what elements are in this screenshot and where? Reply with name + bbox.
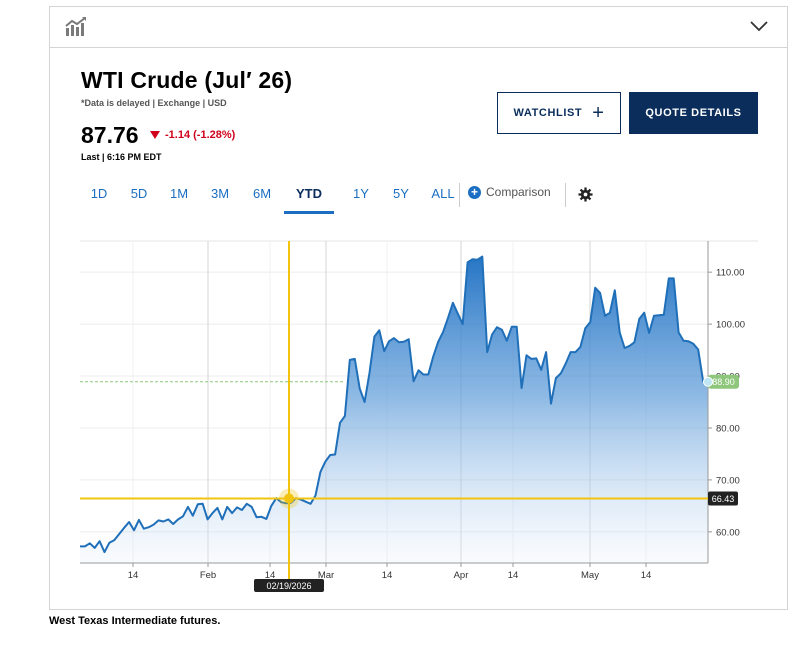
range-tab-ytd[interactable]: YTD <box>284 181 334 214</box>
watchlist-button[interactable]: WATCHLIST + <box>497 92 621 134</box>
crosshair-point <box>284 493 294 504</box>
card-header <box>50 7 787 48</box>
y-tick-label: 100.00 <box>716 320 745 331</box>
x-tick-label: 14 <box>128 570 139 581</box>
gear-icon[interactable] <box>578 187 593 202</box>
price-change: -1.14 (-1.28%) <box>150 129 235 141</box>
chart-area-layer <box>80 255 709 563</box>
range-tab-1m[interactable]: 1M <box>169 186 189 201</box>
chart-trend-icon <box>65 17 86 36</box>
range-tab-5y[interactable]: 5Y <box>393 186 409 201</box>
range-tab-all[interactable]: ALL <box>431 186 455 201</box>
y-tick-label: 80.00 <box>716 423 740 434</box>
chart-overlay: 88.90 66.43 02/19/2026 <box>80 241 739 592</box>
crosshair-value-pointer <box>708 494 712 503</box>
down-arrow-icon <box>150 131 160 139</box>
x-tick-label: 14 <box>382 570 393 581</box>
x-tick-label: 14 <box>265 570 276 581</box>
y-tick-label: 110.00 <box>716 268 744 279</box>
x-tick-label: Feb <box>200 570 216 581</box>
last-value-dot <box>703 376 713 387</box>
range-tab-6m[interactable]: 6M <box>252 186 272 201</box>
crosshair-date-label: 02/19/2026 <box>266 581 311 591</box>
last-value-badge <box>708 374 739 389</box>
plus-icon: + <box>592 102 605 124</box>
crosshair-date-badge <box>254 579 324 592</box>
price-area-fill <box>80 256 708 563</box>
price-line-series <box>80 255 709 554</box>
chevron-down-icon[interactable] <box>749 19 769 33</box>
tab-divider <box>459 183 460 207</box>
tab-divider <box>565 183 566 207</box>
y-tick-label: 70.00 <box>716 475 740 486</box>
quote-details-button[interactable]: QUOTE DETAILS <box>629 92 758 134</box>
last-updated: Last | 6:16 PM EDT <box>81 152 162 162</box>
range-tab-1y[interactable]: 1Y <box>353 186 369 201</box>
price-change-value: -1.14 (-1.28%) <box>165 129 236 141</box>
x-tick-label: 14 <box>508 570 519 581</box>
range-tab-5d[interactable]: 5D <box>130 186 148 201</box>
range-tab-3m[interactable]: 3M <box>210 186 230 201</box>
quote-details-label: QUOTE DETAILS <box>645 107 742 119</box>
last-value-label: 88.90 <box>712 377 735 387</box>
add-circle-icon: + <box>468 185 481 199</box>
instrument-title: WTI Crude (Jul′ 26) <box>81 67 293 93</box>
x-tick-label: Apr <box>454 570 469 581</box>
range-tab-1d[interactable]: 1D <box>90 186 108 201</box>
comparison-label: Comparison <box>486 185 551 199</box>
chart-axes: 110.00100.0090.0080.0070.0060.0014Feb14M… <box>80 241 745 581</box>
comparison-button[interactable]: + Comparison <box>468 185 551 199</box>
crosshair-value-badge <box>708 491 738 506</box>
x-tick-label: May <box>581 570 599 581</box>
last-price: 87.76 <box>81 122 139 148</box>
data-delay-note: *Data is delayed | Exchange | USD <box>81 98 227 108</box>
chart-caption: West Texas Intermediate futures. <box>49 615 221 627</box>
watchlist-label: WATCHLIST <box>513 107 583 119</box>
x-tick-label: Mar <box>318 570 334 581</box>
y-tick-label: 60.00 <box>716 527 740 538</box>
x-tick-label: 14 <box>641 570 652 581</box>
crosshair-value-label: 66.43 <box>712 494 735 504</box>
